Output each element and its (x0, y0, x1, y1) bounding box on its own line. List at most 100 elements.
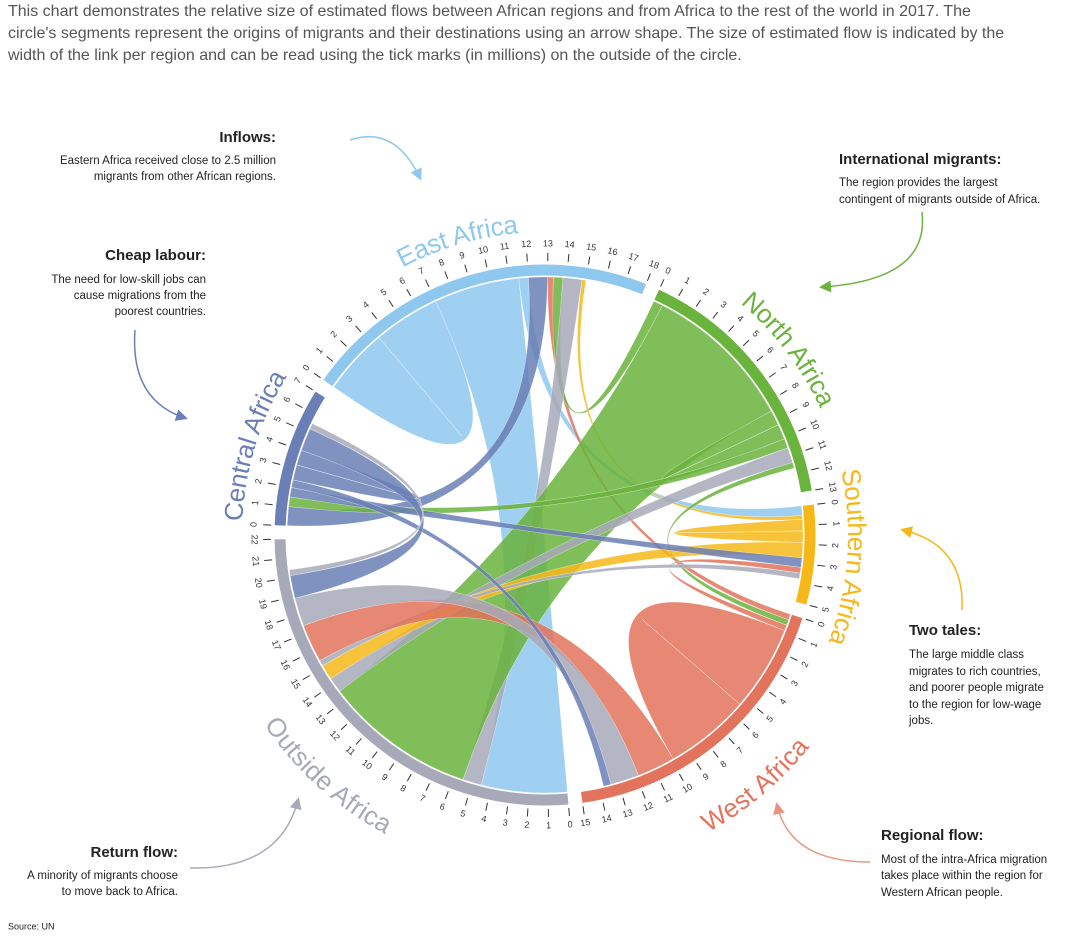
tick-label: 10 (360, 757, 374, 771)
tick-label: 2 (524, 820, 530, 830)
region-name-text: East Africa (392, 209, 520, 273)
tick-mark (756, 708, 764, 714)
tick-label: 9 (701, 771, 711, 782)
intro-line: width of the link per region and can be … (7, 47, 742, 64)
tick-label: 11 (662, 791, 675, 804)
tick-mark (811, 467, 820, 471)
annotation-text: Eastern Africa received close to 2.5 mil… (60, 155, 276, 167)
tick-label: 13 (543, 238, 553, 248)
tick-mark (371, 312, 378, 320)
tick-mark (678, 288, 684, 297)
tick-mark (444, 271, 449, 280)
tick-mark (388, 763, 395, 771)
tick-mark (769, 691, 777, 698)
annotation-text: to the region for low-wage (909, 699, 1041, 711)
tick-label: 5 (272, 415, 283, 424)
region-arc (274, 539, 569, 806)
tick-label: 1 (250, 500, 260, 506)
tick-mark (641, 790, 646, 799)
flow-ribbon (291, 479, 612, 787)
tick-mark (292, 657, 301, 662)
tick-mark (371, 751, 378, 759)
tick-label: 8 (437, 257, 445, 268)
tick-label: 14 (301, 695, 315, 709)
tick-mark (267, 482, 276, 485)
region-arc (580, 614, 803, 803)
tick-mark (608, 260, 611, 269)
annotation-title: International migrants: (839, 151, 1002, 168)
tick-label: 7 (735, 745, 745, 756)
tick-label: 4 (481, 813, 488, 824)
tick-label: 6 (281, 395, 292, 404)
region-name: West Africa (696, 731, 815, 837)
tick-label: 11 (499, 241, 510, 252)
arrow (773, 802, 871, 863)
annotation-title: Cheap labour: (105, 247, 206, 264)
tick-mark (444, 791, 449, 800)
tick-label: 12 (521, 239, 532, 250)
annotation-text: and poorer people migrate (909, 682, 1044, 694)
arrow (819, 211, 924, 293)
tick-label: 18 (263, 619, 276, 632)
tick-mark (485, 802, 488, 811)
tick-label: 3 (719, 299, 729, 310)
tick-mark (340, 340, 347, 347)
tick-label: 13 (621, 807, 633, 819)
tick-label: 16 (607, 245, 619, 257)
tick-label: 5 (820, 606, 831, 613)
tick-mark (646, 273, 651, 282)
tick-mark (712, 311, 719, 319)
tick-label: 2 (253, 478, 264, 485)
tick-mark (406, 288, 412, 297)
tick-mark (779, 389, 788, 395)
tick-label: 16 (279, 658, 292, 671)
tick-mark (526, 253, 528, 262)
tick-mark (660, 279, 665, 287)
tick-label: 5 (459, 808, 467, 819)
tick-mark (805, 618, 814, 623)
region-name: East Africa (392, 209, 520, 273)
tick-mark (276, 619, 285, 623)
tick-label: 1 (683, 275, 692, 286)
tick-mark (464, 797, 469, 806)
tick-mark (696, 762, 702, 771)
tick-mark (622, 797, 626, 806)
tick-label: 11 (816, 439, 828, 451)
tick-label: 0 (567, 819, 573, 829)
tick-mark (340, 723, 348, 731)
tick-label: 0 (816, 620, 827, 628)
tick-mark (278, 441, 287, 446)
arrow (349, 135, 422, 181)
tick-label: 1 (314, 345, 325, 355)
tick-label: 14 (601, 813, 613, 825)
tick-label: 1 (808, 640, 819, 648)
tick-mark (780, 674, 788, 680)
region-name-text: Southern Africa (823, 466, 872, 650)
region-arc (274, 391, 325, 526)
tick-mark (406, 773, 412, 782)
intro-line: circle's segments represent the origins … (8, 25, 1004, 42)
region-arc (323, 264, 647, 387)
tick-mark (798, 427, 807, 432)
tick-mark (425, 783, 430, 791)
tick-mark (326, 708, 334, 715)
tick-label: 4 (264, 435, 275, 443)
tick-label: 8 (790, 381, 801, 390)
flow-ribbon (667, 462, 795, 626)
tick-label: 9 (800, 400, 811, 409)
tick-label: 17 (627, 251, 640, 264)
annotation-text: poorest countries. (115, 306, 206, 318)
tick-label: 19 (257, 598, 269, 610)
tick-mark (505, 806, 509, 815)
tick-mark (790, 656, 798, 662)
tick-label: 15 (580, 817, 591, 828)
tick-mark (355, 325, 362, 333)
arrow (189, 797, 302, 869)
tick-mark (264, 559, 273, 562)
tick-label: 1 (546, 820, 551, 830)
ribbons (287, 276, 804, 794)
tick-label: 12 (642, 800, 655, 813)
source: Source: UN (8, 921, 55, 931)
region-arc (654, 289, 812, 493)
flow-ribbon (333, 301, 474, 445)
